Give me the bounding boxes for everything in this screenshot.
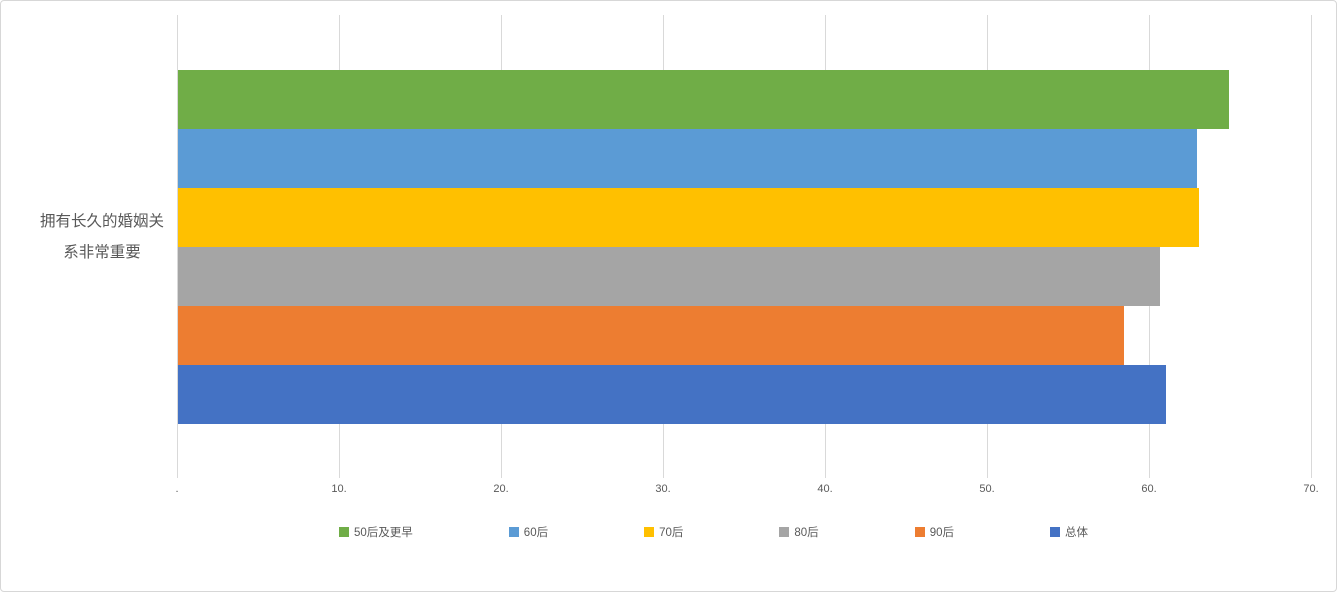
legend-swatch-icon [339, 527, 349, 537]
gridline-70 [1311, 15, 1312, 478]
x-axis: . 10. 20. 30. 40. 50. 60. 70. [175, 483, 1318, 499]
x-tick-label-5: 50. [979, 483, 995, 495]
bar-series-0 [178, 70, 1229, 129]
legend-swatch-icon [1049, 527, 1060, 537]
legend-swatch-icon [508, 527, 519, 537]
legend-label: 50后及更早 [354, 527, 413, 539]
legend: 50后及更早 60后 70后 80后 90后 总体 [91, 524, 1336, 540]
legend-item-5: 总体 [1049, 524, 1088, 540]
bar-series-5 [178, 365, 1166, 424]
bar-series-3 [178, 247, 1160, 306]
x-tick-label-1: 10. [331, 483, 347, 495]
legend-label: 60后 [523, 527, 549, 539]
x-tick-label-4: 40. [817, 483, 833, 495]
x-tick-label-7: 70. [1303, 483, 1319, 495]
legend-swatch-icon [914, 527, 925, 537]
category-label-line1: 拥有长久的婚姻关 [39, 213, 164, 230]
legend-item-4: 90后 [914, 524, 954, 540]
bar-series-2 [178, 188, 1199, 247]
legend-item-1: 60后 [508, 524, 549, 540]
legend-label: 90后 [929, 527, 954, 539]
legend-swatch-icon [779, 527, 790, 537]
x-tick-label-2: 20. [493, 483, 509, 495]
x-tick-label-6: 60. [1141, 483, 1157, 495]
category-label-line2: 系非常重要 [63, 244, 141, 261]
x-tick-label-3: 30. [655, 483, 671, 495]
x-tick-label-0: . [175, 483, 179, 495]
legend-swatch-icon [644, 527, 655, 537]
bar-series-1 [178, 129, 1197, 188]
plot-area [177, 15, 1312, 478]
bar-series-4 [178, 306, 1124, 365]
legend-label: 80后 [794, 527, 819, 539]
legend-item-3: 80后 [779, 524, 819, 540]
legend-item-2: 70后 [644, 524, 683, 540]
legend-item-0: 50后及更早 [339, 524, 413, 540]
legend-label: 总体 [1064, 527, 1088, 539]
legend-label: 70后 [659, 527, 684, 539]
category-axis-label: 拥有长久的婚姻关 系非常重要 [19, 206, 185, 268]
gridline-0 [177, 15, 178, 478]
